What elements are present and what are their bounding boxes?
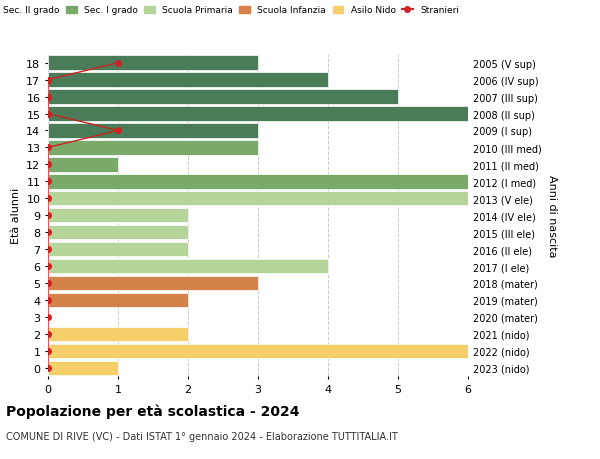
Bar xyxy=(48,141,258,155)
Bar xyxy=(48,276,258,291)
Bar xyxy=(48,259,328,274)
Bar xyxy=(48,327,188,341)
Bar xyxy=(48,90,398,105)
Bar xyxy=(48,175,468,189)
Bar xyxy=(48,344,468,358)
Bar xyxy=(48,191,468,206)
Bar xyxy=(48,56,258,71)
Text: COMUNE DI RIVE (VC) - Dati ISTAT 1° gennaio 2024 - Elaborazione TUTTITALIA.IT: COMUNE DI RIVE (VC) - Dati ISTAT 1° genn… xyxy=(6,431,398,442)
Bar xyxy=(48,73,328,88)
Text: Popolazione per età scolastica - 2024: Popolazione per età scolastica - 2024 xyxy=(6,404,299,419)
Y-axis label: Anni di nascita: Anni di nascita xyxy=(547,174,557,257)
Bar xyxy=(48,208,188,223)
Bar xyxy=(48,158,118,172)
Bar xyxy=(48,225,188,240)
Bar xyxy=(48,242,188,257)
Y-axis label: Età alunni: Età alunni xyxy=(11,188,20,244)
Legend: Sec. II grado, Sec. I grado, Scuola Primaria, Scuola Infanzia, Asilo Nido, Stran: Sec. II grado, Sec. I grado, Scuola Prim… xyxy=(0,2,463,20)
Bar xyxy=(48,361,118,375)
Bar xyxy=(48,107,468,122)
Bar xyxy=(48,293,188,308)
Bar xyxy=(48,124,258,138)
